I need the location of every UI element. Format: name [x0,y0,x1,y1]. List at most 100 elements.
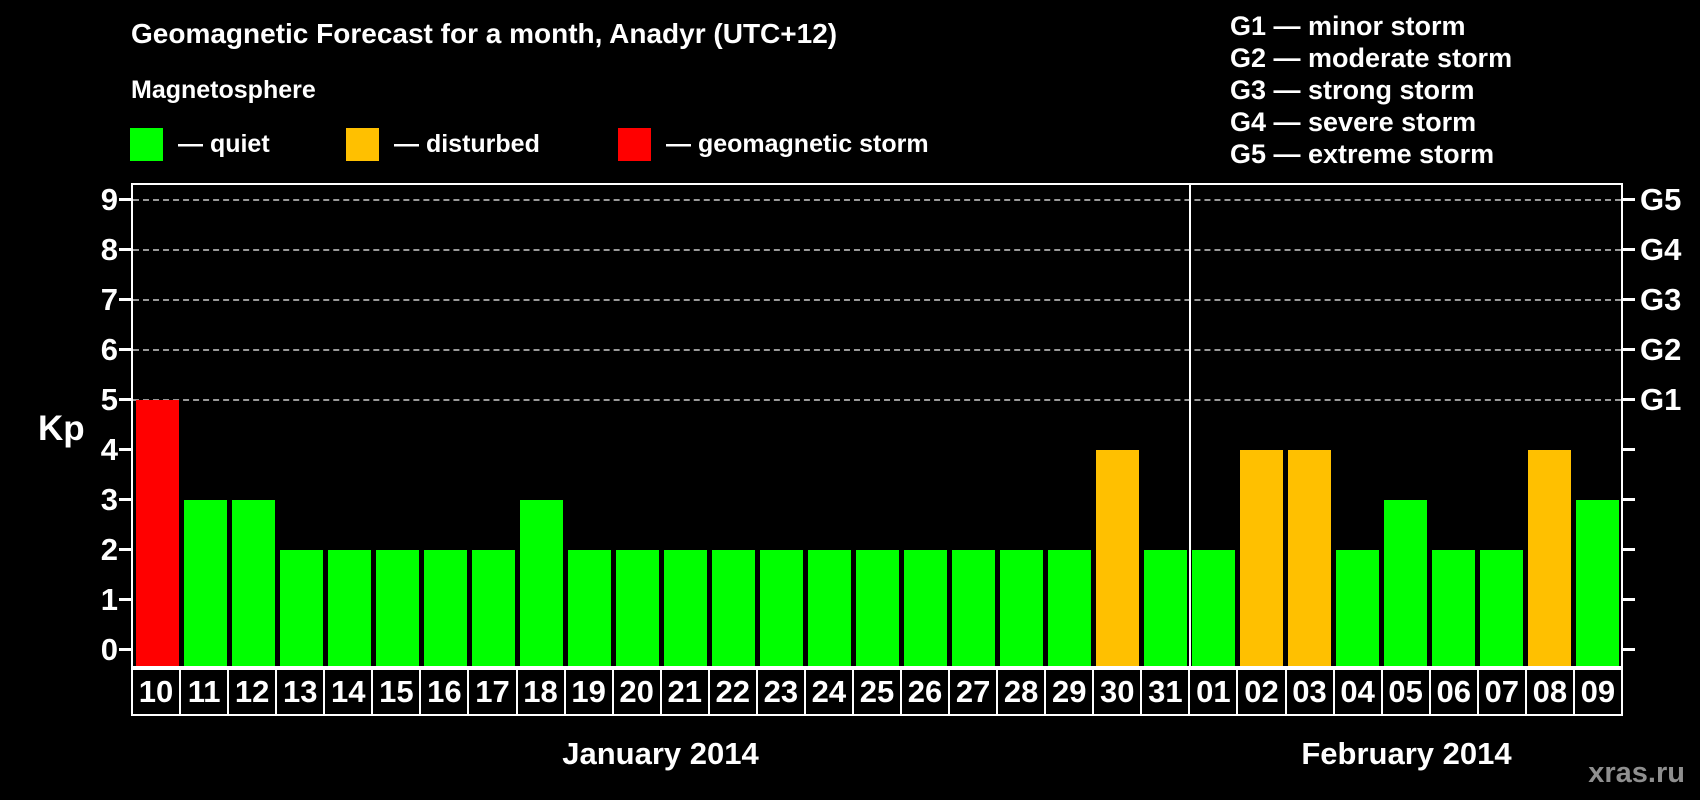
watermark: xras.ru [1588,757,1685,789]
left-tick-kp-2 [119,548,131,551]
kp-bar-day-14 [327,550,371,666]
y-tick-label-5: 5 [100,382,118,417]
day-label-07: 07 [1476,668,1527,716]
bar-column-day-22 [709,185,757,666]
kp-bar-day-28 [999,550,1043,666]
day-label-14: 14 [323,668,374,716]
bars-container [133,185,1621,666]
kp-bar-day-24 [807,550,851,666]
bar-column-day-18 [517,185,565,666]
right-tick-kp-0 [1623,648,1635,651]
left-tick-kp-1 [119,598,131,601]
right-axis-label-g4: G4 [1640,232,1682,267]
kp-bar-day-20 [615,550,659,666]
bar-column-day-05 [1381,185,1429,666]
kp-bar-day-17 [471,550,515,666]
right-tick-kp-1 [1623,598,1635,601]
day-label-17: 17 [467,668,518,716]
y-tick-label-3: 3 [100,482,118,517]
gridline-kp-9 [133,199,1621,201]
left-tick-kp-9 [119,198,131,201]
kp-bar-day-06 [1431,550,1475,666]
day-label-08: 08 [1524,668,1575,716]
bar-column-day-07 [1477,185,1525,666]
day-label-05: 05 [1380,668,1431,716]
bar-column-day-11 [181,185,229,666]
bar-column-day-04 [1333,185,1381,666]
kp-bar-day-16 [423,550,467,666]
kp-bar-day-21 [663,550,707,666]
y-tick-label-4: 4 [100,432,118,467]
magnetosphere-heading: Magnetosphere [131,76,316,104]
kp-bar-day-12 [231,500,275,666]
day-label-06: 06 [1428,668,1479,716]
kp-bar-day-29 [1047,550,1091,666]
kp-bar-day-15 [375,550,419,666]
legend-label-quiet: — quiet [178,129,270,158]
day-label-19: 19 [563,668,614,716]
kp-bar-day-31 [1143,550,1187,666]
left-tick-kp-7 [119,298,131,301]
bar-column-day-06 [1429,185,1477,666]
bar-column-day-08 [1525,185,1573,666]
kp-bar-day-27 [951,550,995,666]
day-label-16: 16 [419,668,470,716]
g2-legend-line: G2 — moderate storm [1230,43,1513,73]
kp-bar-day-23 [759,550,803,666]
bar-column-day-01 [1189,185,1237,666]
kp-bar-day-04 [1335,550,1379,666]
bar-column-day-24 [805,185,853,666]
kp-bar-day-26 [903,550,947,666]
day-label-21: 21 [659,668,710,716]
y-axis-title: Kp [38,409,85,448]
y-tick-label-0: 0 [100,632,118,667]
kp-bar-day-19 [567,550,611,666]
day-label-10: 10 [131,668,182,716]
month-separator-line [1189,185,1191,666]
bar-column-day-20 [613,185,661,666]
legend-item-quiet: — quiet [130,127,270,161]
kp-bar-day-13 [279,550,323,666]
kp-bar-day-02 [1239,450,1283,666]
day-label-28: 28 [996,668,1047,716]
day-label-30: 30 [1092,668,1143,716]
bar-column-day-28 [997,185,1045,666]
g5-legend-line: G5 — extreme storm [1230,139,1495,169]
left-tick-kp-3 [119,498,131,501]
g4-legend-line: G4 — severe storm [1230,107,1477,137]
right-tick-kp-6 [1623,348,1635,351]
day-label-27: 27 [948,668,999,716]
day-label-22: 22 [707,668,758,716]
bar-column-day-03 [1285,185,1333,666]
day-label-18: 18 [515,668,566,716]
day-label-15: 15 [371,668,422,716]
kp-bar-day-05 [1383,500,1427,666]
bar-column-day-31 [1141,185,1189,666]
gridline-kp-8 [133,249,1621,251]
kp-bar-day-10 [135,400,179,666]
y-tick-label-6: 6 [100,332,118,367]
legend-label-disturbed: — disturbed [394,129,540,158]
bar-column-day-26 [901,185,949,666]
y-tick-label-2: 2 [100,532,118,567]
month-label-february: February 2014 [1301,736,1512,771]
quiet-color-swatch [130,127,163,161]
bar-column-day-27 [949,185,997,666]
chart-title: Geomagnetic Forecast for a month, Anadyr… [131,18,838,49]
kp-bar-day-03 [1287,450,1331,666]
bar-column-day-09 [1573,185,1621,666]
right-tick-kp-9 [1623,198,1635,201]
day-label-09: 09 [1572,668,1623,716]
storm-color-swatch [618,127,651,161]
kp-bar-day-01 [1191,550,1235,666]
bar-column-day-17 [469,185,517,666]
gridline-kp-6 [133,349,1621,351]
left-tick-kp-0 [119,648,131,651]
day-label-23: 23 [755,668,806,716]
day-label-20: 20 [611,668,662,716]
day-label-26: 26 [900,668,951,716]
legend-item-disturbed: — disturbed [346,127,540,161]
day-label-03: 03 [1284,668,1335,716]
bar-column-day-12 [229,185,277,666]
